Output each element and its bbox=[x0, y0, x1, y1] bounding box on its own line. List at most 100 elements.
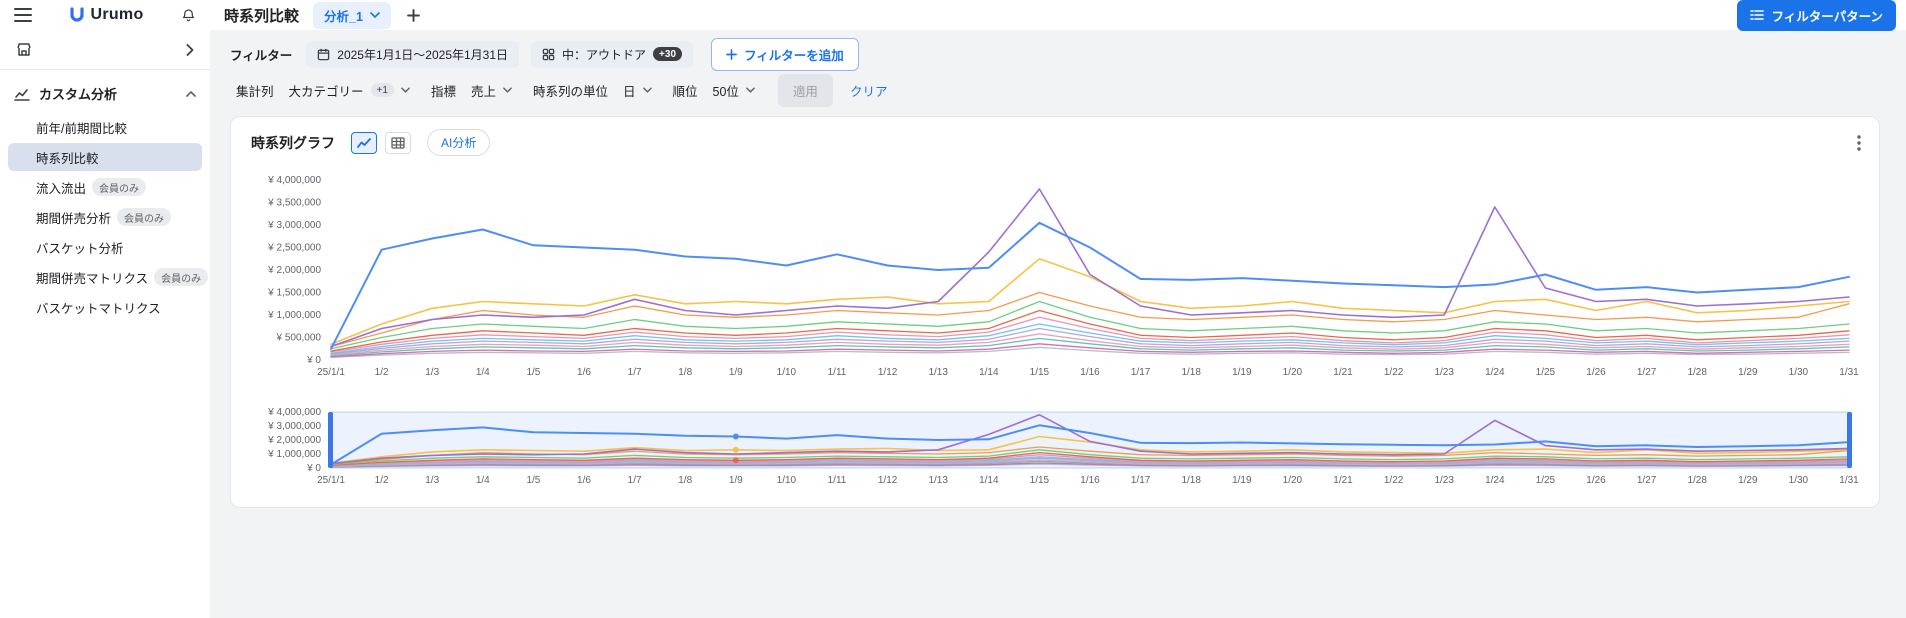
sidebar-item-label: 流入流出 bbox=[36, 181, 87, 196]
svg-text:¥ 1,000,000: ¥ 1,000,000 bbox=[267, 310, 321, 321]
svg-text:¥ 0: ¥ 0 bbox=[306, 355, 321, 366]
aggregation-column-label: 集計列 bbox=[236, 84, 274, 99]
svg-text:¥ 4,000,000: ¥ 4,000,000 bbox=[267, 175, 321, 186]
sidebar-item-basket-matrix[interactable]: バスケットマトリクス bbox=[8, 293, 202, 321]
svg-text:1/26: 1/26 bbox=[1586, 367, 1606, 378]
svg-text:1/28: 1/28 bbox=[1687, 367, 1707, 378]
sidebar-item-basket-analysis[interactable]: バスケット分析 bbox=[8, 233, 202, 261]
svg-text:1/29: 1/29 bbox=[1738, 367, 1758, 378]
svg-text:1/14: 1/14 bbox=[979, 367, 999, 378]
svg-text:1/22: 1/22 bbox=[1384, 475, 1404, 486]
svg-text:1/8: 1/8 bbox=[678, 367, 692, 378]
svg-text:1/11: 1/11 bbox=[828, 367, 847, 378]
svg-text:¥ 2,500,000: ¥ 2,500,000 bbox=[267, 243, 321, 254]
sidebar-item-label: 期間併売マトリクス bbox=[36, 271, 149, 286]
svg-text:¥ 4,000,000: ¥ 4,000,000 bbox=[267, 408, 321, 418]
svg-text:1/17: 1/17 bbox=[1131, 367, 1151, 378]
filter-row-label: フィルター bbox=[230, 48, 293, 63]
line-chart-toggle[interactable] bbox=[351, 131, 377, 154]
chevron-down-icon bbox=[503, 87, 512, 93]
svg-text:1/6: 1/6 bbox=[577, 367, 591, 378]
sidebar-item-label: バスケット分析 bbox=[36, 241, 124, 256]
store-icon bbox=[14, 40, 34, 59]
svg-text:1/3: 1/3 bbox=[425, 367, 439, 378]
sidebar-expand-button[interactable] bbox=[184, 42, 196, 58]
svg-text:1/23: 1/23 bbox=[1434, 367, 1454, 378]
svg-text:1/13: 1/13 bbox=[928, 475, 948, 486]
sidebar-item-label: バスケットマトリクス bbox=[36, 301, 161, 316]
svg-text:1/21: 1/21 bbox=[1333, 475, 1353, 486]
sidebar-nav: 前年/前期間比較 時系列比較 流入流出 会員のみ 期間併売分析 会員のみ バスケ… bbox=[0, 113, 210, 321]
table-view-toggle[interactable] bbox=[385, 131, 411, 154]
list-icon bbox=[1750, 10, 1765, 20]
svg-text:1/19: 1/19 bbox=[1232, 475, 1252, 486]
svg-text:¥ 1,500,000: ¥ 1,500,000 bbox=[267, 288, 321, 299]
clear-button[interactable]: クリア bbox=[839, 74, 899, 107]
timeseries-chart[interactable]: ¥ 0 ¥ 500,000 ¥ 1,000,000 ¥ 1,500,000 ¥ 2,00… bbox=[247, 170, 1863, 382]
add-filter-button[interactable]: フィルターを追加 bbox=[711, 37, 859, 71]
chip-date-range[interactable]: 2025年1月1日〜2025年1月31日 bbox=[306, 40, 520, 68]
svg-text:1/8: 1/8 bbox=[678, 475, 692, 486]
dropdown-aggregation-column[interactable]: 大カテゴリー +1 bbox=[280, 76, 419, 105]
chip-category-filter[interactable]: 中：アウトドア +30 bbox=[531, 40, 694, 68]
urumo-logo-icon bbox=[70, 7, 85, 22]
svg-text:¥ 1,000,000: ¥ 1,000,000 bbox=[267, 449, 321, 460]
sidebar-section-custom-analysis[interactable]: カスタム分析 bbox=[0, 70, 210, 113]
bell-icon bbox=[182, 9, 195, 22]
chip-label: 中：アウトドア bbox=[562, 47, 647, 62]
dropdown-value: 50位 bbox=[712, 84, 739, 99]
svg-text:1/10: 1/10 bbox=[777, 475, 797, 486]
svg-text:1/7: 1/7 bbox=[628, 475, 642, 486]
topbar-main: 時系列比較 分析_1 フィルターパターン bbox=[210, 0, 1906, 31]
menu-button[interactable] bbox=[12, 6, 34, 24]
notifications-button[interactable] bbox=[179, 5, 198, 25]
section-label: カスタム分析 bbox=[39, 87, 118, 102]
svg-text:1/24: 1/24 bbox=[1485, 475, 1505, 486]
svg-text:1/25: 1/25 bbox=[1536, 367, 1556, 378]
apply-button[interactable]: 適用 bbox=[777, 73, 833, 107]
svg-text:1/12: 1/12 bbox=[878, 475, 898, 486]
sidebar-item-label: 期間併売分析 bbox=[36, 211, 112, 226]
ai-analysis-button[interactable]: AI分析 bbox=[427, 129, 491, 156]
svg-text:1/15: 1/15 bbox=[1030, 367, 1050, 378]
svg-text:1/17: 1/17 bbox=[1131, 475, 1151, 486]
dropdown-metric[interactable]: 売上 bbox=[462, 76, 521, 105]
svg-text:1/16: 1/16 bbox=[1080, 367, 1100, 378]
calendar-icon bbox=[318, 48, 330, 60]
svg-text:¥ 3,500,000: ¥ 3,500,000 bbox=[267, 198, 321, 209]
svg-text:1/18: 1/18 bbox=[1181, 367, 1201, 378]
time-unit-label: 時系列の単位 bbox=[532, 84, 608, 99]
filter-pattern-label: フィルターパターン bbox=[1771, 9, 1883, 24]
svg-text:25/1/1: 25/1/1 bbox=[317, 475, 345, 486]
tab-analysis-1[interactable]: 分析_1 bbox=[313, 1, 391, 29]
svg-text:¥ 2,000,000: ¥ 2,000,000 bbox=[267, 435, 321, 446]
sidebar-item-inflow-outflow[interactable]: 流入流出 会員のみ bbox=[8, 173, 202, 201]
filter-pattern-button[interactable]: フィルターパターン bbox=[1737, 0, 1896, 31]
sidebar-item-timeseries-comparison[interactable]: 時系列比較 bbox=[8, 143, 202, 171]
table-icon bbox=[391, 136, 405, 149]
dropdown-time-unit[interactable]: 日 bbox=[614, 76, 661, 105]
plus-one-badge: +1 bbox=[370, 83, 394, 97]
rank-label: 順位 bbox=[672, 84, 698, 99]
sidebar-top-row bbox=[0, 30, 210, 70]
members-only-badge: 会員のみ bbox=[92, 178, 147, 196]
svg-text:1/28: 1/28 bbox=[1687, 475, 1707, 486]
svg-text:1/13: 1/13 bbox=[928, 367, 948, 378]
dropdown-rank[interactable]: 50位 bbox=[704, 76, 764, 105]
sidebar-item-period-crosssell-analysis[interactable]: 期間併売分析 会員のみ bbox=[8, 203, 202, 231]
chevron-down-icon bbox=[370, 12, 380, 18]
kebab-menu-button[interactable] bbox=[1855, 133, 1863, 153]
chart-navigator[interactable]: ¥ 0 ¥ 1,000,000 ¥ 2,000,000 ¥ 3,000,000 ¥ 4,… bbox=[247, 408, 1863, 488]
add-tab-button[interactable] bbox=[405, 7, 422, 24]
app-logo[interactable]: Urumo bbox=[69, 6, 143, 24]
sidebar-item-yoy-comparison[interactable]: 前年/前期間比較 bbox=[8, 113, 202, 141]
svg-text:1/20: 1/20 bbox=[1283, 367, 1303, 378]
svg-text:¥ 0: ¥ 0 bbox=[306, 463, 321, 474]
chip-label: 2025年1月1日〜2025年1月31日 bbox=[337, 47, 509, 62]
sidebar-item-period-crosssell-matrix[interactable]: 期間併売マトリクス 会員のみ bbox=[8, 263, 209, 291]
svg-text:25/1/1: 25/1/1 bbox=[317, 367, 345, 378]
filter-row: フィルター 2025年1月1日〜2025年1月31日 中：アウトドア +30 フ… bbox=[230, 37, 1880, 71]
sidebar-item-label: 時系列比較 bbox=[36, 151, 99, 166]
svg-text:1/31: 1/31 bbox=[1839, 475, 1859, 486]
page-title: 時系列比較 bbox=[224, 7, 300, 25]
